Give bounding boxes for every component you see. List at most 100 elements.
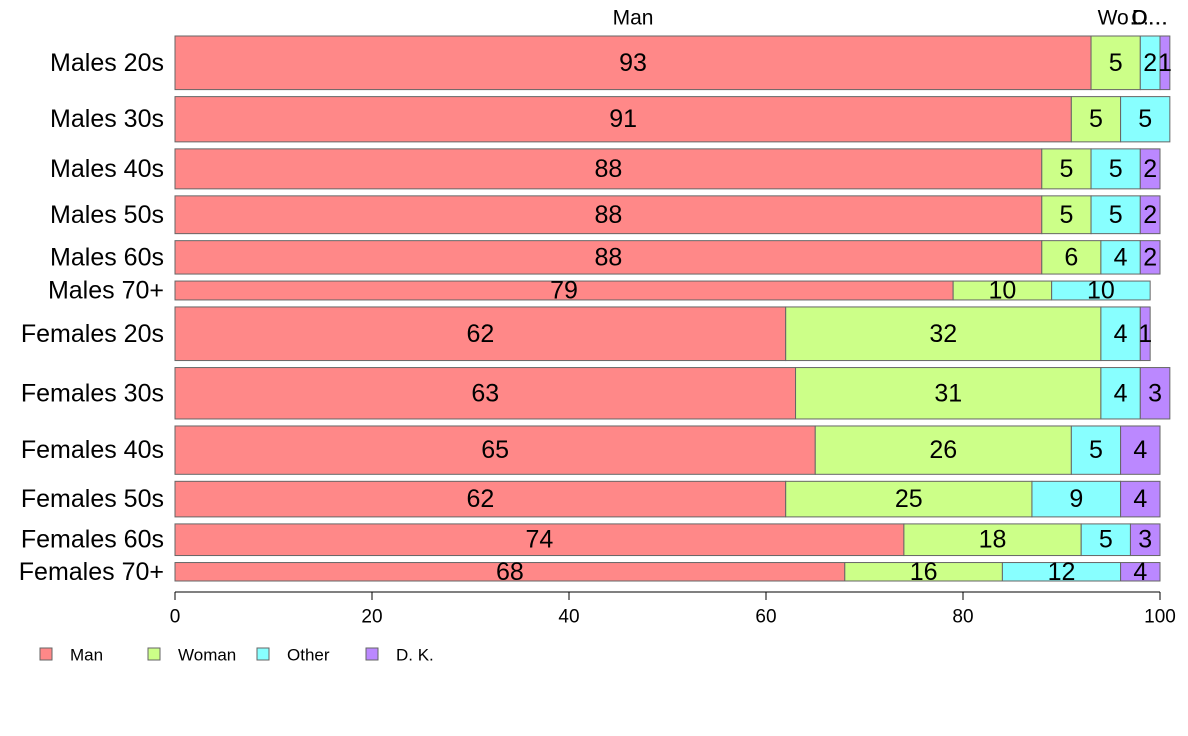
bar-males-70-other (1051, 280, 1151, 301)
x-tick-label-20: 20 (361, 607, 382, 628)
data-label-females-60s-other: 5 (1099, 526, 1113, 554)
x-tick-label-100: 100 (1144, 607, 1176, 628)
bar-males-20s-man (174, 35, 1092, 91)
data-label-males-20s-other: 2 (1143, 49, 1157, 77)
bar-females-40s-other (1070, 425, 1122, 475)
x-axis: 0 20 40 60 80 100 (170, 591, 1176, 628)
data-label-males-70-other: 10 (1087, 276, 1115, 304)
legend-swatch-man (39, 647, 53, 661)
bar-females-70-d-k (1120, 562, 1161, 582)
data-label-males-40s-other: 5 (1109, 155, 1123, 183)
bar-females-60s-woman (903, 523, 1082, 557)
data-label-females-50s-other: 9 (1069, 485, 1083, 513)
bar-females-60s-man (174, 523, 905, 557)
bar-males-50s-man (174, 195, 1043, 235)
bar-males-20s-d-k (1159, 35, 1171, 91)
data-label-males-20s-woman: 5 (1109, 49, 1123, 77)
bar-females-50s-woman (785, 480, 1033, 518)
bar-males-40s-woman (1041, 148, 1092, 190)
legend-swatch-other (256, 647, 270, 661)
data-label-males-50s-other: 5 (1109, 201, 1123, 229)
data-label-males-60s-other: 4 (1114, 243, 1128, 271)
data-label-females-60s-man: 74 (526, 526, 554, 554)
data-label-males-40s-woman: 5 (1059, 155, 1073, 183)
category-labels: Males 20s Males 30s Males 40s Males 50s Male… (19, 49, 164, 586)
bar-males-50s-woman (1041, 195, 1092, 235)
data-label-females-30s-other: 4 (1114, 379, 1128, 407)
bar-females-30s-d-k (1139, 367, 1171, 420)
category-label-males-50s: Males 50s (50, 201, 164, 229)
bar-females-20s-other (1100, 306, 1141, 362)
segment-header-man: Man (613, 7, 654, 30)
data-label-females-70-other: 12 (1048, 558, 1076, 586)
bar-males-60s-d-k (1139, 240, 1161, 275)
data-label-females-60s-d-k: 3 (1138, 526, 1152, 554)
data-label-females-70-man: 68 (496, 558, 524, 586)
bar-females-30s-man (174, 367, 797, 420)
bar-females-50s-man (174, 480, 787, 518)
bar-males-30s-other (1120, 96, 1171, 143)
data-label-males-50s-d-k: 2 (1143, 201, 1157, 229)
data-label-females-50s-man: 62 (466, 485, 494, 513)
bar-females-30s-woman (795, 367, 1102, 420)
x-tick-label-0: 0 (170, 607, 181, 628)
category-label-females-30s: Females 30s (21, 379, 164, 407)
legend-swatch-woman (147, 647, 161, 661)
legend-label-woman: Woman (178, 646, 236, 665)
data-label-males-30s-woman: 5 (1089, 105, 1103, 133)
category-label-females-50s: Females 50s (21, 485, 164, 513)
data-label-females-70-d-k: 4 (1133, 558, 1147, 586)
data-label-males-70-man: 79 (550, 276, 578, 304)
bar-females-40s-woman (814, 425, 1072, 475)
data-label-males-60s-man: 88 (594, 243, 622, 271)
bar-males-50s-d-k (1139, 195, 1161, 235)
bar-males-60s-man (174, 240, 1043, 275)
x-tick-label-60: 60 (755, 607, 776, 628)
data-label-females-70-woman: 16 (910, 558, 938, 586)
data-label-males-60s-d-k: 2 (1143, 243, 1157, 271)
data-label-females-30s-man: 63 (471, 379, 499, 407)
data-label-males-20s-d-k: 1 (1158, 49, 1172, 77)
category-label-females-40s: Females 40s (21, 436, 164, 464)
data-label-females-40s-man: 65 (481, 436, 509, 464)
category-label-females-70: Females 70+ (19, 558, 164, 586)
category-label-males-30s: Males 30s (50, 105, 164, 133)
data-label-females-30s-d-k: 3 (1148, 379, 1162, 407)
bar-females-20s-man (174, 306, 787, 362)
data-label-females-20s-man: 62 (466, 320, 494, 348)
category-label-males-60s: Males 60s (50, 243, 164, 271)
category-label-males-70: Males 70+ (48, 276, 164, 304)
data-label-males-30s-man: 91 (609, 105, 637, 133)
data-label-females-20s-other: 4 (1114, 320, 1128, 348)
bar-males-60s-other (1100, 240, 1141, 275)
bar-females-60s-d-k (1129, 523, 1161, 557)
category-label-females-20s: Females 20s (21, 320, 164, 348)
bar-males-40s-other (1090, 148, 1141, 190)
bar-males-50s-other (1090, 195, 1141, 235)
data-label-males-50s-man: 88 (594, 201, 622, 229)
bar-females-50s-d-k (1120, 480, 1161, 518)
bar-males-40s-man (174, 148, 1043, 190)
category-label-males-20s: Males 20s (50, 49, 164, 77)
data-label-males-20s-man: 93 (619, 49, 647, 77)
data-label-males-50s-woman: 5 (1059, 201, 1073, 229)
data-label-females-40s-other: 5 (1089, 436, 1103, 464)
segment-header-labels: Man Wo…O…D… (613, 7, 1169, 30)
data-label-females-20s-woman: 32 (929, 320, 957, 348)
bar-males-60s-woman (1041, 240, 1102, 275)
data-label-males-40s-man: 88 (594, 155, 622, 183)
bar-females-40s-man (174, 425, 816, 475)
legend-label-d-k: D. K. (396, 646, 434, 665)
bar-females-60s-other (1080, 523, 1131, 557)
segment-header-other: O… (1131, 7, 1168, 30)
data-label-males-40s-d-k: 2 (1143, 155, 1157, 183)
x-tick-label-80: 80 (952, 607, 973, 628)
category-label-females-60s: Females 60s (21, 526, 164, 554)
bar-females-20s-d-k (1139, 306, 1151, 362)
data-label-females-60s-woman: 18 (979, 526, 1007, 554)
segment-header-d-k: D… (1132, 7, 1168, 30)
data-label-females-50s-woman: 25 (895, 485, 923, 513)
data-label-females-40s-woman: 26 (929, 436, 957, 464)
bar-males-30s-man (174, 96, 1072, 143)
